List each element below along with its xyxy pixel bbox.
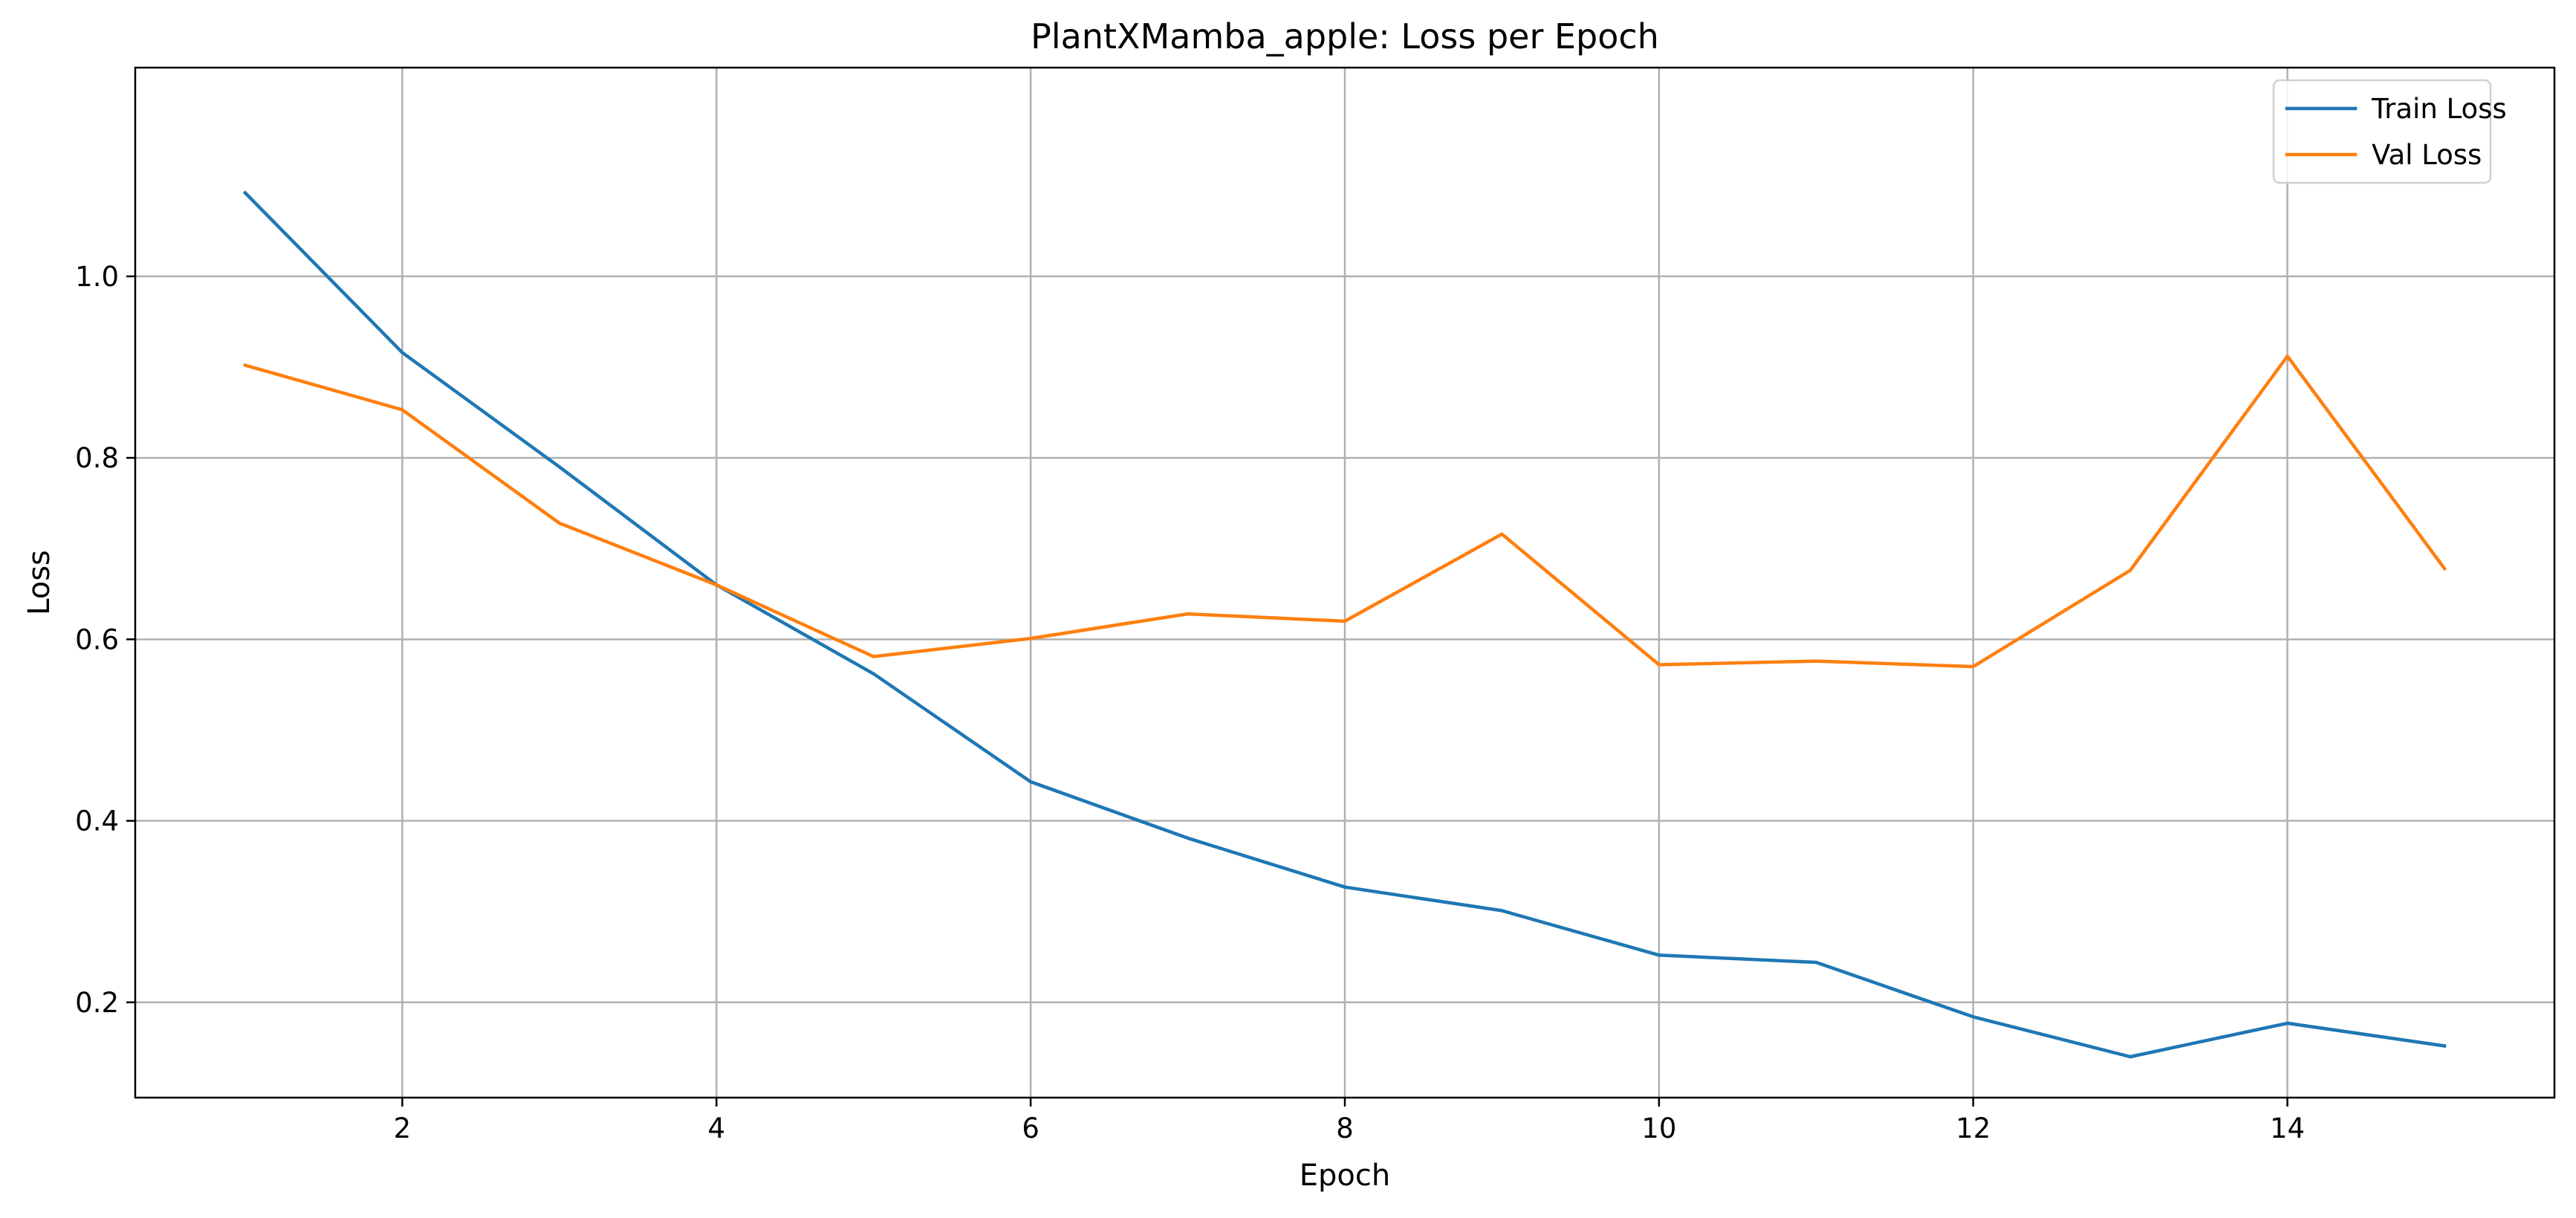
data-point-val-loss: [1500, 532, 1504, 536]
x-tick-label: 2: [394, 1112, 412, 1144]
plot-frame: [134, 66, 2556, 1099]
tick-layer: 2 4 6 8 10 12 14 0.2 0.4 0.6 0.8 1.0: [75, 261, 2305, 1144]
chart-title: PlantXMamba_apple: Loss per Epoch: [1031, 16, 1659, 56]
data-point-val-loss: [1186, 612, 1190, 616]
x-tick-label: 6: [1022, 1112, 1039, 1144]
data-point-val-loss: [1343, 619, 1347, 623]
legend: Train Loss Val Loss: [2272, 79, 2507, 184]
x-tick-label: 8: [1336, 1112, 1354, 1144]
data-point-train-loss: [2285, 1021, 2289, 1026]
legend-label-val-loss: Val Loss: [2372, 139, 2482, 171]
data-point-val-loss: [1028, 636, 1033, 641]
data-point-train-loss: [1971, 1015, 1975, 1019]
y-tick-label: 0.6: [75, 623, 119, 655]
data-point-train-loss: [1343, 885, 1347, 889]
data-point-train-loss: [1028, 780, 1033, 784]
y-tick-label: 0.8: [75, 442, 119, 474]
grid-layer: [135, 68, 2554, 1098]
data-point-val-loss: [1814, 659, 1818, 663]
data-point-val-loss: [872, 655, 875, 658]
data-point-train-loss: [557, 465, 562, 469]
data-point-val-loss: [1971, 664, 1975, 669]
x-tick-label: 14: [2270, 1112, 2305, 1144]
legend-box: [2272, 79, 2492, 184]
data-point-val-loss: [1657, 663, 1661, 667]
x-axis-label: Epoch: [1300, 1159, 1390, 1193]
series-layer: [242, 190, 2447, 1059]
data-point-val-loss: [2285, 354, 2289, 358]
data-point-train-loss: [400, 351, 404, 354]
x-tick-label: 4: [708, 1112, 726, 1144]
data-point-train-loss: [2442, 1044, 2447, 1048]
data-point-val-loss: [2128, 568, 2132, 572]
data-point-val-loss: [557, 521, 562, 525]
data-point-val-loss: [2442, 566, 2447, 571]
y-tick-label: 0.2: [75, 987, 119, 1019]
y-tick-label: 0.4: [75, 806, 119, 838]
data-point-train-loss: [2128, 1055, 2132, 1059]
x-tick-label: 10: [1641, 1112, 1676, 1144]
x-tick-label: 12: [1956, 1112, 1991, 1144]
legend-label-train-loss: Train Loss: [2371, 93, 2507, 125]
data-point-train-loss: [1500, 909, 1504, 913]
data-point-train-loss: [872, 672, 875, 676]
y-tick-label: 1.0: [75, 261, 119, 293]
data-point-val-loss: [243, 363, 247, 367]
data-point-train-loss: [1657, 953, 1661, 957]
data-point-train-loss: [1814, 960, 1818, 965]
data-point-train-loss: [1186, 836, 1190, 840]
data-point-train-loss: [243, 191, 247, 195]
data-point-val-loss: [715, 583, 718, 587]
y-axis-label: Loss: [22, 550, 56, 615]
data-point-val-loss: [400, 408, 404, 412]
